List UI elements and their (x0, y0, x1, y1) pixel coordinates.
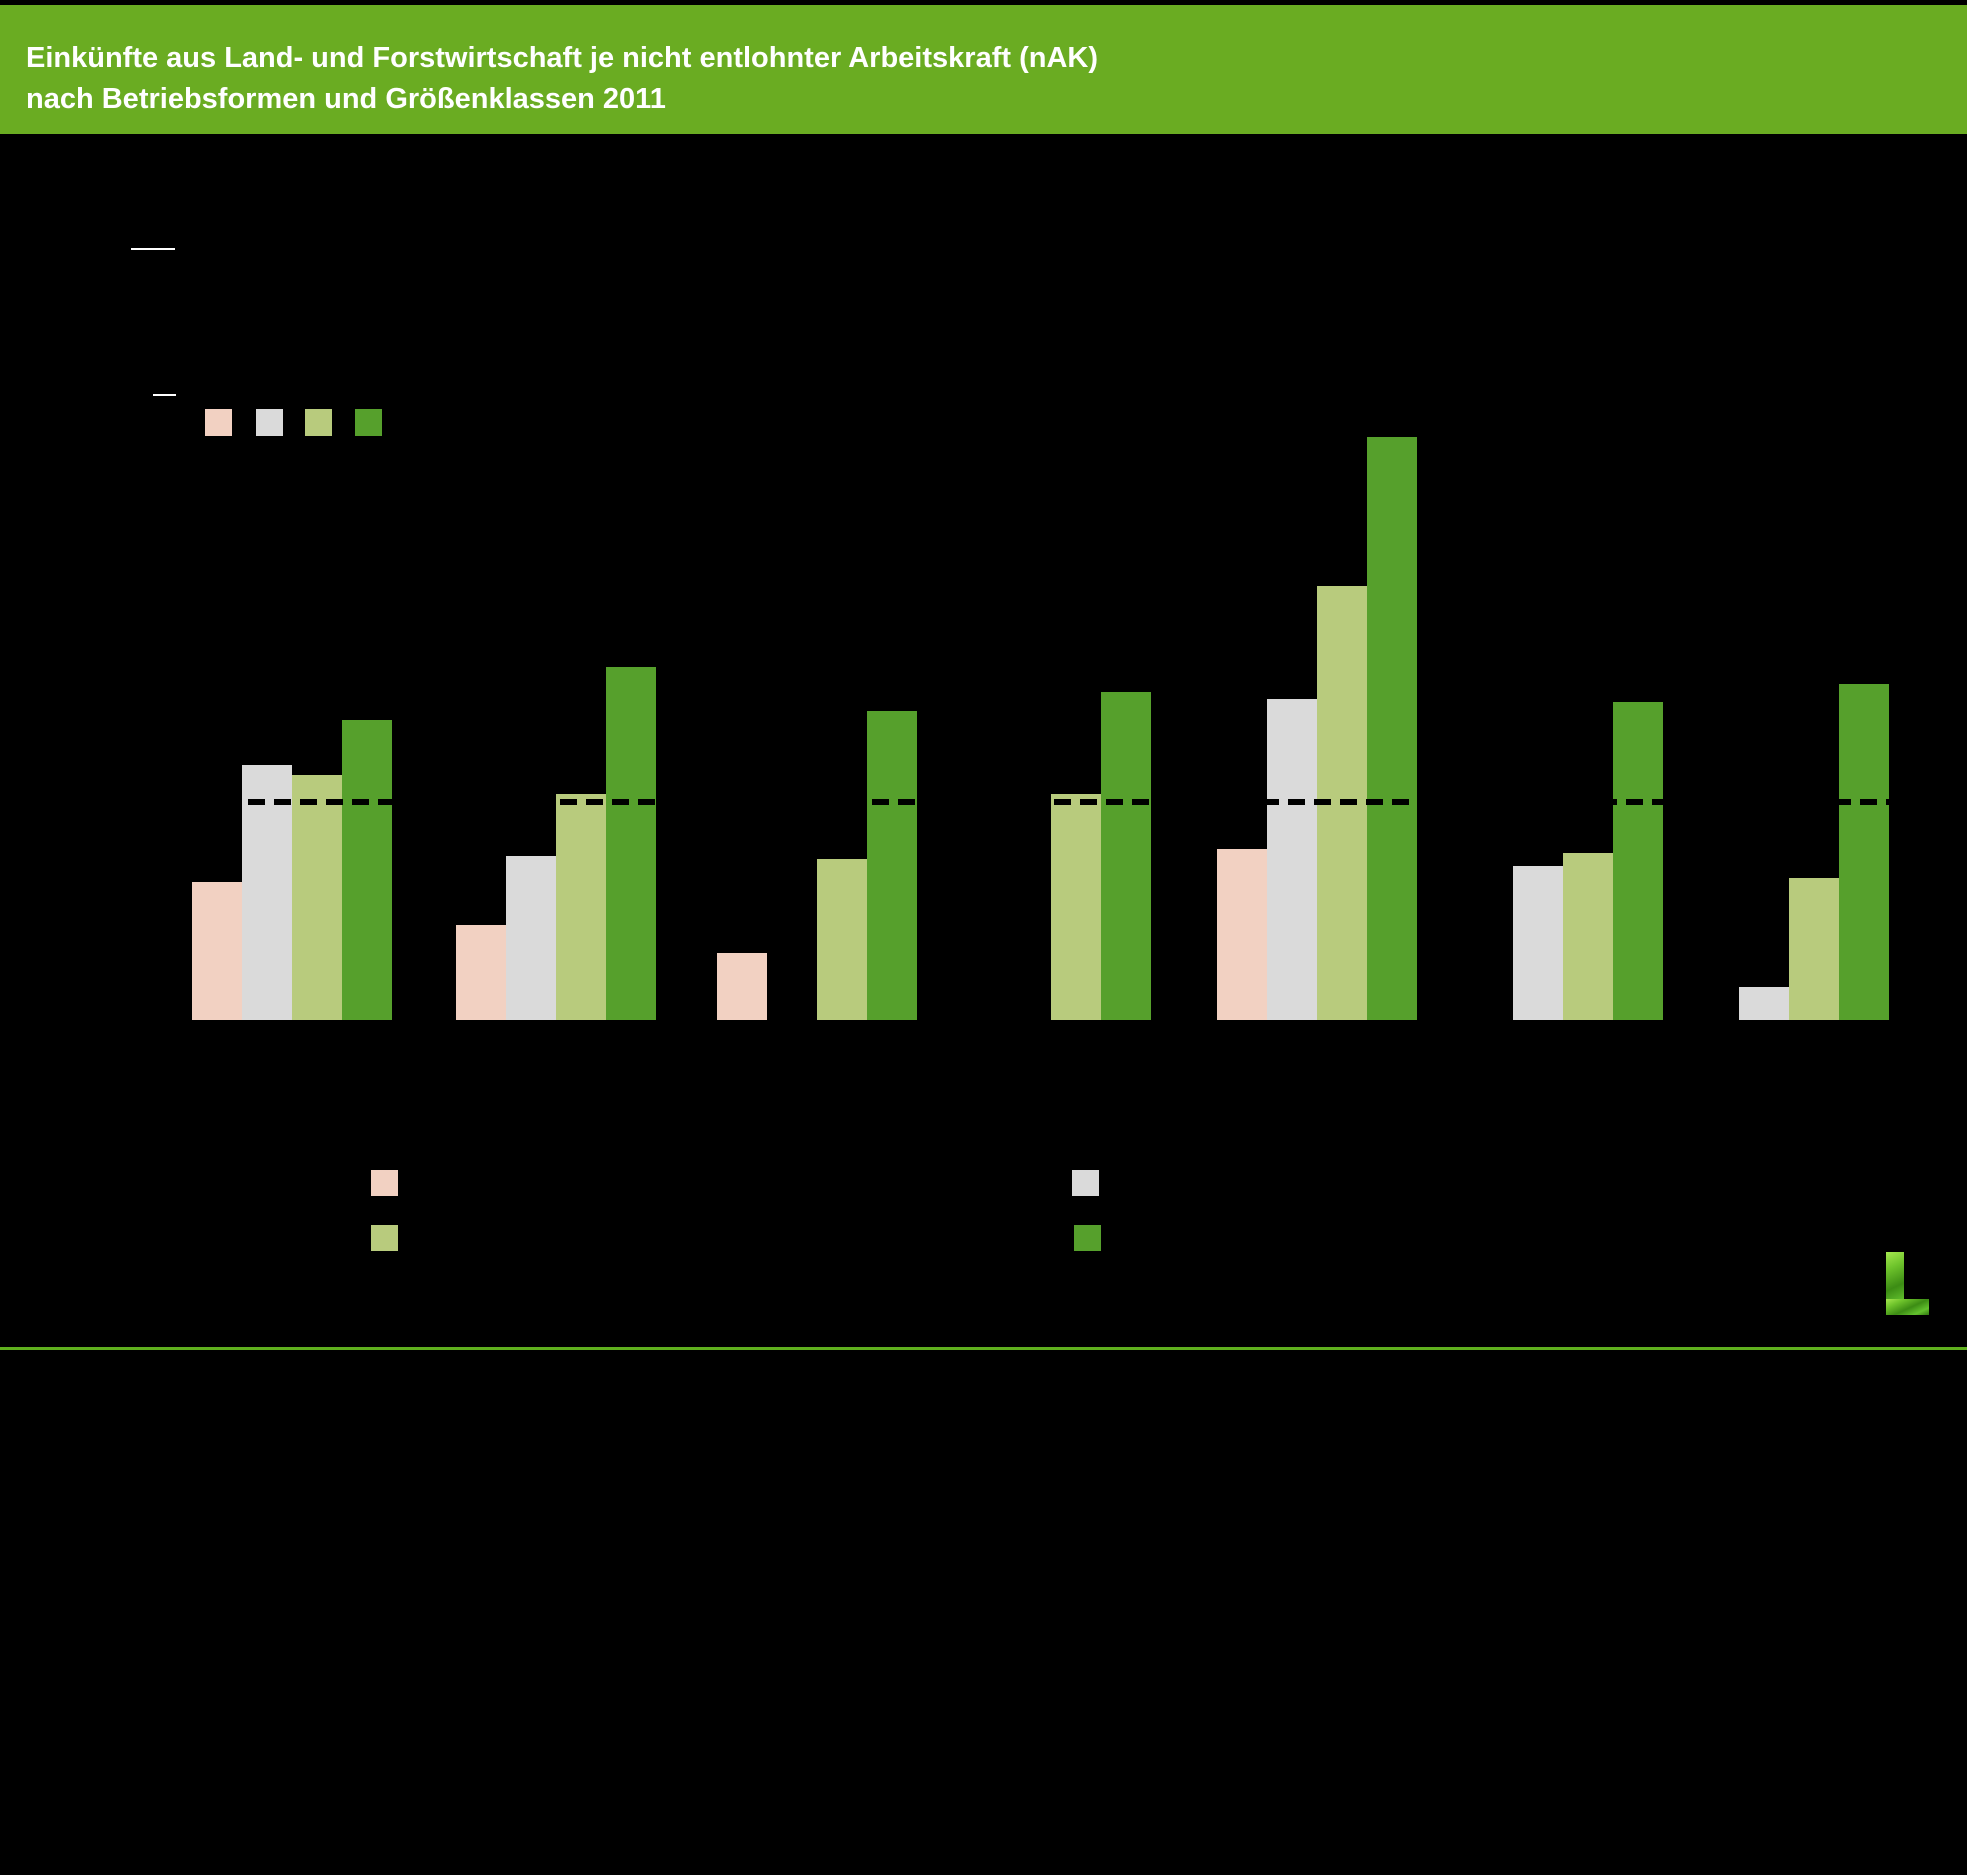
bar-size-class-4-group-4 (1101, 692, 1151, 1020)
bar-size-class-1-group-3 (717, 953, 767, 1020)
page-title-line-1: Einkünfte aus Land- und Forstwirtschaft … (26, 42, 1098, 74)
top-legend-swatch-1 (205, 409, 232, 436)
top-legend-swatch-2 (256, 409, 283, 436)
bar-size-class-1-group-1 (192, 882, 242, 1020)
bar-size-class-2-group-6 (1513, 866, 1563, 1020)
bar-size-class-4-group-3 (867, 711, 917, 1020)
bar-size-class-3-group-4 (1051, 794, 1101, 1020)
bar-size-class-4-group-5 (1367, 437, 1417, 1020)
bar-size-class-3-group-7 (1789, 878, 1839, 1020)
bottom-legend-swatch-3 (1072, 1170, 1099, 1196)
bar-size-class-2-group-7 (1739, 987, 1789, 1020)
bar-size-class-4-group-2 (606, 667, 656, 1020)
artifact-line-2 (153, 394, 176, 396)
average-reference-dashed-line (170, 799, 1950, 805)
bar-size-class-4-group-7 (1839, 684, 1889, 1020)
bar-size-class-4-group-1 (342, 720, 392, 1020)
header-bar: Einkünfte aus Land- und Forstwirtschaft … (0, 5, 1967, 134)
bottom-legend-swatch-4 (1074, 1225, 1101, 1251)
footer-separator-line (0, 1347, 1967, 1350)
bottom-legend-swatch-2 (371, 1225, 398, 1251)
page-title-line-2: nach Betriebsformen und Größenklassen 20… (26, 83, 666, 115)
top-legend-swatch-4 (355, 409, 382, 436)
bar-size-class-1-group-2 (456, 925, 506, 1020)
bottom-legend-swatch-1 (371, 1170, 398, 1196)
artifact-line-1 (131, 248, 175, 250)
bar-size-class-3-group-6 (1563, 853, 1613, 1020)
bar-size-class-2-group-5 (1267, 699, 1317, 1020)
bar-size-class-3-group-3 (817, 859, 867, 1020)
bar-size-class-4-group-6 (1613, 702, 1663, 1020)
bar-size-class-3-group-1 (292, 775, 342, 1020)
logo-l-foot (1886, 1299, 1929, 1315)
bar-size-class-1-group-5 (1217, 849, 1267, 1020)
bar-size-class-3-group-2 (556, 794, 606, 1020)
top-legend-swatch-3 (305, 409, 332, 436)
bar-size-class-2-group-2 (506, 856, 556, 1020)
bar-size-class-2-group-1 (242, 765, 292, 1020)
